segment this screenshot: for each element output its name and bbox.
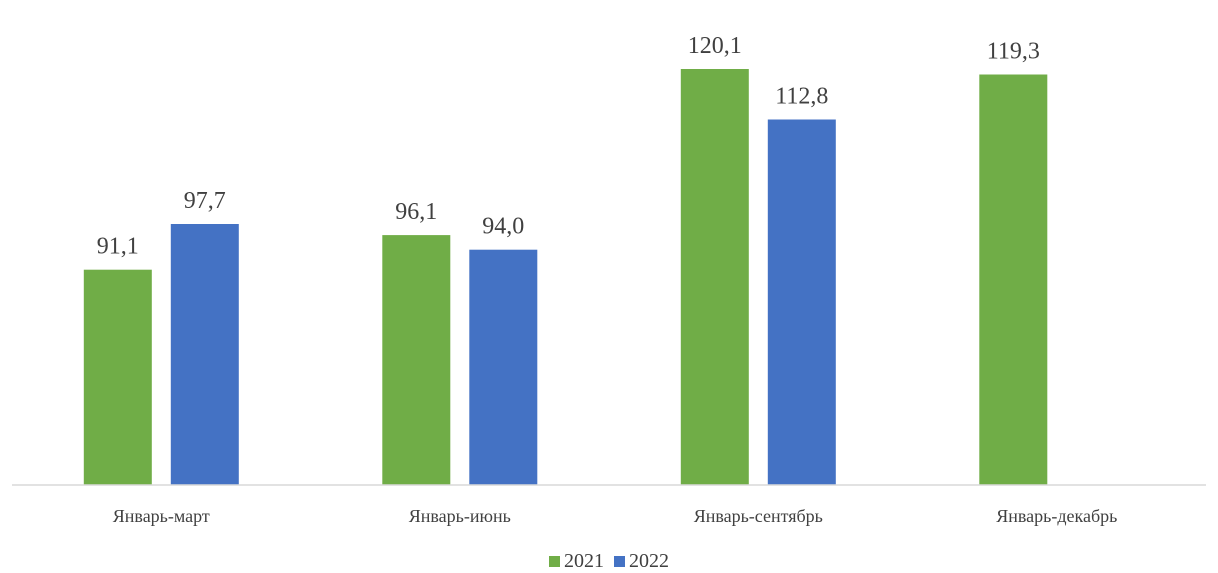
category-label-4: Январь-декабрь: [996, 506, 1117, 526]
bar-2021-1: [83, 269, 152, 485]
bar-2022-1: [170, 224, 239, 485]
bar-2021-2: [382, 235, 451, 485]
data-label-2021-1: 91,1: [97, 234, 139, 260]
bar-2022-3: [767, 119, 836, 485]
data-label-2021-3: 120,1: [688, 33, 742, 59]
category-labels-group: Январь-март Январь-июнь Январь-сентябрь Янв…: [113, 506, 1118, 526]
data-label-2022-3: 112,8: [775, 84, 828, 110]
legend-item-2022: 2022: [614, 551, 669, 571]
category-label-3: Январь-сентябрь: [694, 506, 823, 526]
bar-2022-2: [469, 249, 538, 485]
legend-label-2022: 2022: [629, 550, 669, 572]
bars-group: [83, 69, 1048, 485]
legend-swatch-2022: [614, 555, 625, 567]
data-label-2022-1: 97,7: [184, 188, 226, 214]
legend: 2021 2022: [0, 549, 1218, 573]
value-labels-group: 91,1 97,7 96,1 94,0 120,1 112,8 119,3: [97, 33, 1040, 260]
legend-item-2021: 2021: [549, 551, 604, 571]
data-label-2021-4: 119,3: [987, 39, 1040, 65]
bar-2021-3: [680, 69, 749, 485]
legend-swatch-2021: [549, 555, 560, 567]
data-label-2022-2: 94,0: [482, 214, 524, 240]
data-label-2021-2: 96,1: [395, 199, 437, 225]
category-label-2: Январь-июнь: [409, 506, 511, 526]
legend-label-2021: 2021: [564, 550, 604, 572]
category-label-1: Январь-март: [113, 506, 210, 526]
bar-2021-4: [979, 74, 1048, 485]
